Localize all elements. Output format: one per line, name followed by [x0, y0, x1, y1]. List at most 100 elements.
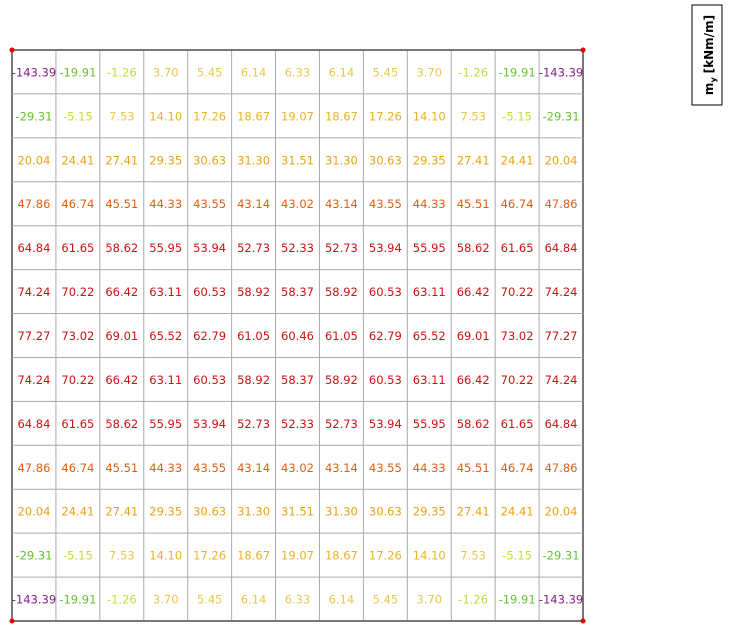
cell-value: 73.02 [501, 329, 534, 343]
cell-value: 65.52 [413, 329, 446, 343]
cell-value: 55.95 [413, 417, 446, 431]
cell-value: 43.14 [325, 461, 358, 475]
cell-value: 20.04 [17, 505, 50, 519]
cell-value: 58.62 [105, 417, 138, 431]
cell-value: 74.24 [17, 373, 50, 387]
cell-value: -19.91 [59, 65, 96, 79]
grid [9, 47, 586, 624]
cell-value: 60.53 [369, 373, 402, 387]
cell-value: 14.10 [413, 109, 446, 123]
cell-value: 18.67 [325, 549, 358, 563]
cell-value: 60.53 [369, 285, 402, 299]
cell-value: 6.14 [241, 65, 267, 79]
cell-value: 63.11 [413, 285, 446, 299]
cell-values: -143.39 -19.91 -1.26 3.70 5.45 6.14 6.33 6.14 5.… [12, 65, 583, 606]
cell-value: 62.79 [193, 329, 226, 343]
cell-value: 31.51 [281, 505, 314, 519]
cell-value: 18.67 [237, 549, 270, 563]
cell-value: 5.45 [373, 65, 399, 79]
cell-value: 17.26 [193, 109, 226, 123]
cell-value: 61.65 [501, 417, 534, 431]
cell-value: 77.27 [17, 329, 50, 343]
cell-value: 30.63 [369, 505, 402, 519]
cell-value: -5.15 [63, 109, 93, 123]
cell-value: 60.53 [193, 373, 226, 387]
cell-value: -143.39 [12, 65, 56, 79]
cell-value: 45.51 [105, 461, 138, 475]
cell-value: 7.53 [460, 549, 486, 563]
cell-value: 6.33 [285, 593, 311, 607]
cell-value: 66.42 [457, 373, 490, 387]
cell-value: 74.24 [545, 373, 578, 387]
cell-value: 58.62 [457, 417, 490, 431]
cell-value: 43.14 [237, 197, 270, 211]
cell-value: 6.14 [329, 593, 355, 607]
cell-value: 55.95 [149, 241, 182, 255]
cell-value: 64.84 [545, 417, 578, 431]
cell-value: 62.79 [369, 329, 402, 343]
cell-value: 31.30 [237, 505, 270, 519]
cell-value: 17.26 [193, 549, 226, 563]
cell-value: -143.39 [12, 593, 56, 607]
cell-value: 52.33 [281, 417, 314, 431]
cell-value: 20.04 [545, 153, 578, 167]
cell-value: 6.33 [285, 65, 311, 79]
cell-value: 5.45 [373, 593, 399, 607]
cell-value: 30.63 [193, 153, 226, 167]
cell-value: 3.70 [153, 65, 179, 79]
cell-value: 5.45 [197, 593, 223, 607]
cell-value: 58.92 [325, 373, 358, 387]
cell-value: 69.01 [457, 329, 490, 343]
legend-symbol: m [702, 83, 716, 96]
cell-value: 30.63 [193, 505, 226, 519]
cell-value: 29.35 [149, 505, 182, 519]
cell-value: 47.86 [545, 197, 578, 211]
cell-value: 30.63 [369, 153, 402, 167]
cell-value: 70.22 [61, 373, 94, 387]
cell-value: 58.92 [237, 373, 270, 387]
cell-value: 53.94 [193, 417, 226, 431]
cell-value: 66.42 [105, 373, 138, 387]
cell-value: 44.33 [413, 197, 446, 211]
cell-value: 70.22 [501, 285, 534, 299]
corner-node [580, 618, 586, 624]
cell-value: 61.05 [237, 329, 270, 343]
cell-value: 7.53 [460, 109, 486, 123]
cell-value: 44.33 [413, 461, 446, 475]
cell-value: -5.15 [502, 549, 532, 563]
cell-value: 63.11 [149, 285, 182, 299]
cell-value: 19.07 [281, 549, 314, 563]
cell-value: -1.26 [107, 593, 137, 607]
cell-value: 43.55 [369, 461, 402, 475]
cell-value: -19.91 [499, 65, 536, 79]
cell-value: 47.86 [17, 461, 50, 475]
cell-value: -5.15 [502, 109, 532, 123]
cell-value: 44.33 [149, 197, 182, 211]
cell-value: 27.41 [457, 153, 490, 167]
legend-unit: [kNm/m] [702, 15, 716, 73]
cell-value: 60.46 [281, 329, 314, 343]
cell-value: 55.95 [149, 417, 182, 431]
cell-value: 24.41 [61, 153, 94, 167]
cell-value: 24.41 [61, 505, 94, 519]
cell-value: 45.51 [105, 197, 138, 211]
cell-value: 61.65 [61, 417, 94, 431]
cell-value: 55.95 [413, 241, 446, 255]
cell-value: 14.10 [413, 549, 446, 563]
cell-value: 65.52 [149, 329, 182, 343]
cell-value: 7.53 [109, 549, 135, 563]
legend-box [691, 4, 723, 106]
cell-value: -1.26 [458, 593, 488, 607]
cell-value: 27.41 [105, 505, 138, 519]
cell-value: -19.91 [59, 593, 96, 607]
legend-label: my [kNm/m] [702, 15, 718, 95]
cell-value: 45.51 [457, 461, 490, 475]
cell-value: 14.10 [149, 109, 182, 123]
cell-value: 46.74 [501, 461, 534, 475]
cell-value: 53.94 [369, 241, 402, 255]
corner-node [9, 47, 15, 53]
cell-value: 61.65 [501, 241, 534, 255]
cell-value: 20.04 [17, 153, 50, 167]
